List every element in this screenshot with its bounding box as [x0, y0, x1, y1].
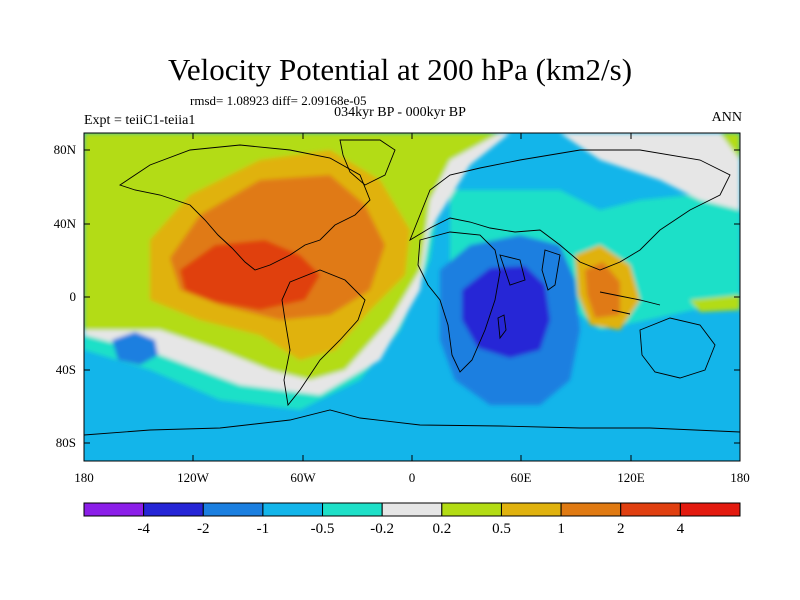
- colorbar-label: 0.5: [492, 521, 511, 537]
- x-tick-label: 180: [730, 470, 750, 485]
- colorbar-swatch: [262, 502, 324, 517]
- y-tick-label: 0: [69, 289, 77, 304]
- colorbar-swatch: [441, 502, 502, 517]
- y-tick-label: 40N: [53, 216, 76, 231]
- y-tick-label: 80S: [55, 435, 76, 450]
- coastlines: [84, 139, 740, 436]
- colorbar-swatch: [679, 502, 741, 517]
- x-tick-label: 0: [408, 470, 416, 485]
- experiment-label: Expt = teiiC1-teiia1: [84, 113, 196, 128]
- season-label: ANN: [711, 110, 742, 125]
- stats-text: rmsd= 1.08923 diff= 2.09168e-05: [190, 93, 367, 108]
- colorbar-label: -0.5: [310, 521, 335, 537]
- colorbar-label: -2: [197, 521, 210, 537]
- y-tick-label: 80N: [53, 142, 76, 157]
- x-tick-label: 60E: [510, 470, 532, 485]
- x-tick-label: 180: [74, 470, 94, 485]
- colorbar-swatch: [202, 502, 264, 517]
- colorbar-label: -0.2: [370, 521, 395, 537]
- x-tick-label: 120W: [177, 470, 209, 485]
- colorbar-label: -1: [256, 521, 270, 537]
- colorbar-label: 1: [557, 521, 565, 537]
- colorbar-swatch: [322, 502, 383, 517]
- colorbar-label: -4: [137, 521, 150, 537]
- contour-field: [84, 133, 740, 461]
- colorbar-swatch: [381, 502, 443, 517]
- colorbar-swatch: [560, 502, 622, 517]
- colorbar-swatch: [143, 502, 204, 517]
- colorbar-label: 4: [676, 521, 685, 537]
- chart-title: Velocity Potential at 200 hPa (km2/s): [167, 52, 633, 87]
- axis-ticks: [84, 133, 740, 461]
- y-tick-label: 40S: [55, 362, 76, 377]
- period-text: 034kyr BP - 000kyr BP: [334, 105, 466, 120]
- x-tick-label: 120E: [617, 470, 645, 485]
- x-tick-label: 60W: [290, 470, 316, 485]
- colorbar-label: 2: [616, 521, 625, 537]
- colorbar-swatch: [620, 502, 681, 517]
- colorbar-label: 0.2: [432, 521, 452, 537]
- colorbar: [83, 502, 741, 517]
- colorbar-swatch: [83, 502, 145, 517]
- colorbar-swatch: [500, 502, 562, 517]
